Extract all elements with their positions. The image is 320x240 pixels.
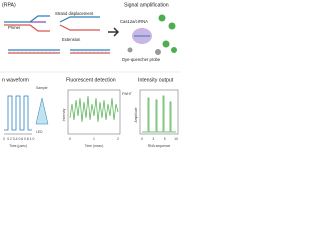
cas-complex <box>127 14 177 55</box>
x-tick-label: 1 <box>93 137 95 141</box>
label: Cas12a/crRNA <box>120 19 148 24</box>
label: Strand displacement <box>55 11 94 16</box>
axis-label: RNA sequence <box>148 144 171 148</box>
panel-title: n waveform <box>2 77 29 83</box>
x-tick-label: 3 <box>152 137 154 141</box>
x-tick-label: 0.8 <box>24 137 29 141</box>
label: Extension <box>62 37 81 42</box>
panel-title: (RPA) <box>2 2 16 8</box>
peaks <box>142 95 176 133</box>
figure: (RPA) Strand displacement Primer Extensi… <box>0 2 180 148</box>
axis-label: Amplitude <box>134 107 138 122</box>
x-tick-label: 0.2 <box>7 137 12 141</box>
label: Dye-quencher probe <box>122 57 161 62</box>
arrow <box>108 27 120 37</box>
annotation: FWHT <box>122 92 132 96</box>
x-tick-label: 0 <box>3 137 5 141</box>
panel-title: Intensity output <box>138 77 174 83</box>
dna-strands <box>4 15 110 54</box>
sample-tube <box>35 97 49 125</box>
axis-label: Time (μsec) <box>9 144 27 148</box>
x-tick-label: 0.4 <box>13 137 18 141</box>
label: Primer <box>8 25 21 30</box>
x-tick-label: 2 <box>117 137 119 141</box>
waveform-line <box>4 95 32 131</box>
x-tick-label: 0 <box>69 137 71 141</box>
axis-label: Intensity <box>62 108 66 121</box>
x-tick-label: 10 <box>174 137 178 141</box>
axis-label: Time (msec) <box>85 144 104 148</box>
signal-line <box>69 95 119 123</box>
panel-title: Fluorescent detection <box>66 77 116 83</box>
label: Sample <box>36 86 48 90</box>
panel-title: Signal amplification <box>124 2 169 8</box>
x-tick-label: 0 <box>141 137 143 141</box>
label: LED <box>36 130 43 134</box>
x-tick-label: 0.6 <box>18 137 23 141</box>
x-tick-label: 5 <box>164 137 166 141</box>
base-pairs <box>9 50 107 53</box>
x-tick-label: 1.0 <box>30 137 35 141</box>
